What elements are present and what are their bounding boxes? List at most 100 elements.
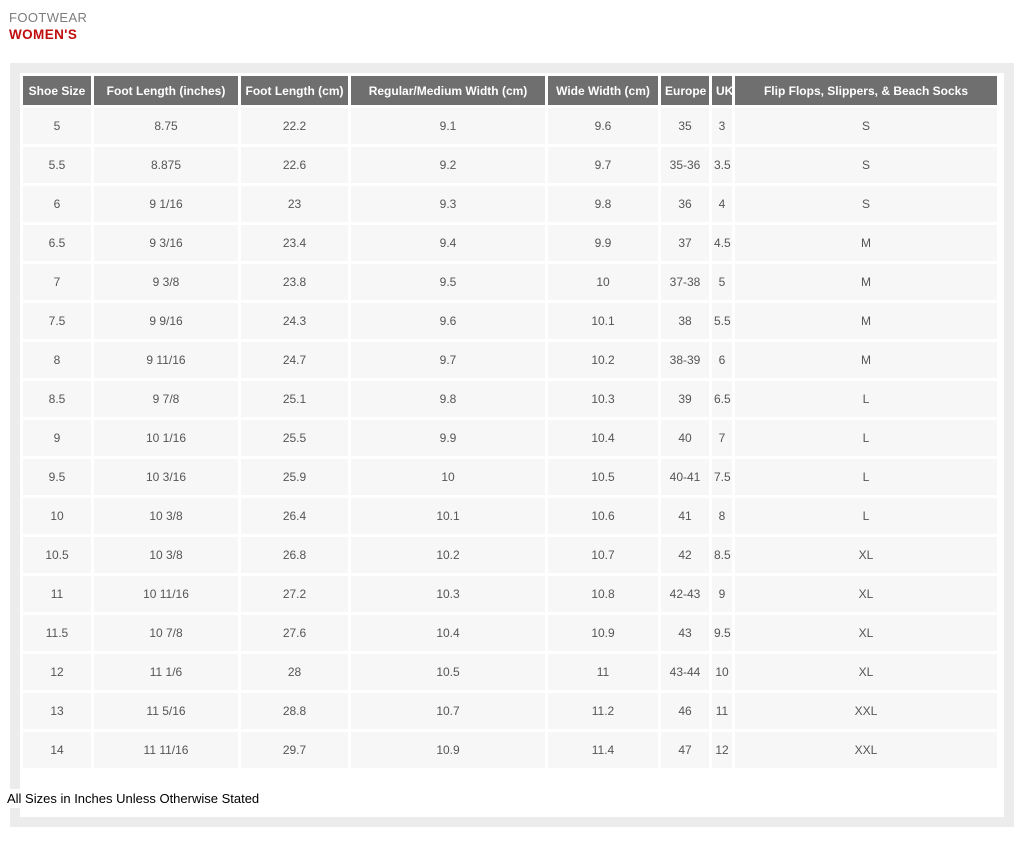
- table-cell: 10 3/8: [94, 498, 238, 534]
- table-row: 13 11 5/16 28.8 10.7 11.2 46 11 XXL: [23, 693, 997, 729]
- table-cell: 10.9: [548, 615, 658, 651]
- table-row: 5.5 8.875 22.6 9.2 9.7 35-36 3.5 S: [23, 147, 997, 183]
- table-cell: 11.4: [548, 732, 658, 768]
- table-cell: 9.7: [548, 147, 658, 183]
- table-cell: 22.6: [241, 147, 348, 183]
- table-cell: 23.8: [241, 264, 348, 300]
- table-cell: 23.4: [241, 225, 348, 261]
- table-cell: 24.7: [241, 342, 348, 378]
- size-chart-body: 5 8.75 22.2 9.1 9.6 35 3 S 5.5 8.875 22.6 9.2 9.7 35-…: [23, 108, 997, 768]
- table-cell: M: [735, 225, 997, 261]
- table-cell: 38: [661, 303, 709, 339]
- table-cell: M: [735, 303, 997, 339]
- table-cell: 10.8: [548, 576, 658, 612]
- table-cell: 28.8: [241, 693, 348, 729]
- table-cell: 10.4: [351, 615, 545, 651]
- table-cell: 11: [548, 654, 658, 690]
- table-cell: 5: [23, 108, 91, 144]
- table-cell: 10.7: [351, 693, 545, 729]
- table-cell: 8.5: [23, 381, 91, 417]
- table-cell: 26.4: [241, 498, 348, 534]
- table-cell: 10: [548, 264, 658, 300]
- table-cell: 10.6: [548, 498, 658, 534]
- table-row: 7.5 9 9/16 24.3 9.6 10.1 38 5.5 M: [23, 303, 997, 339]
- table-cell: 10 3/8: [94, 537, 238, 573]
- table-row: 9.5 10 3/16 25.9 10 10.5 40-41 7.5 L: [23, 459, 997, 495]
- table-cell: 10 3/16: [94, 459, 238, 495]
- table-cell: 12: [712, 732, 732, 768]
- table-cell: XXL: [735, 732, 997, 768]
- table-cell: M: [735, 264, 997, 300]
- table-cell: 42: [661, 537, 709, 573]
- table-cell: 7: [712, 420, 732, 456]
- table-cell: 8.5: [712, 537, 732, 573]
- table-cell: 39: [661, 381, 709, 417]
- table-cell: 10.5: [351, 654, 545, 690]
- table-cell: 10 7/8: [94, 615, 238, 651]
- table-cell: 10: [351, 459, 545, 495]
- table-cell: 6.5: [712, 381, 732, 417]
- table-cell: 3.5: [712, 147, 732, 183]
- table-cell: 9.4: [351, 225, 545, 261]
- table-cell: 24.3: [241, 303, 348, 339]
- column-header: Wide Width (cm): [548, 76, 658, 105]
- table-header-row: Shoe Size Foot Length (inches) Foot Length…: [23, 76, 997, 105]
- table-cell: XL: [735, 576, 997, 612]
- table-cell: 9.6: [548, 108, 658, 144]
- table-cell: 9.2: [351, 147, 545, 183]
- table-cell: 11.5: [23, 615, 91, 651]
- table-cell: 27.6: [241, 615, 348, 651]
- column-header: Foot Length (cm): [241, 76, 348, 105]
- table-cell: 9.6: [351, 303, 545, 339]
- column-header: Europe: [661, 76, 709, 105]
- table-cell: 6: [23, 186, 91, 222]
- table-cell: 14: [23, 732, 91, 768]
- table-cell: 9: [712, 576, 732, 612]
- size-units-footnote: All Sizes in Inches Unless Otherwise Sta…: [7, 789, 268, 808]
- table-cell: 9.7: [351, 342, 545, 378]
- column-header: Regular/Medium Width (cm): [351, 76, 545, 105]
- table-cell: 29.7: [241, 732, 348, 768]
- table-cell: 10.3: [548, 381, 658, 417]
- table-cell: 46: [661, 693, 709, 729]
- table-cell: L: [735, 498, 997, 534]
- table-row: 10.5 10 3/8 26.8 10.2 10.7 42 8.5 XL: [23, 537, 997, 573]
- table-cell: 37-38: [661, 264, 709, 300]
- table-cell: 7.5: [23, 303, 91, 339]
- section-label: WOMEN'S: [9, 26, 78, 42]
- table-cell: 9.5: [351, 264, 545, 300]
- table-cell: 8: [712, 498, 732, 534]
- table-cell: 9.5: [712, 615, 732, 651]
- table-cell: 5: [712, 264, 732, 300]
- table-cell: 9.9: [548, 225, 658, 261]
- table-cell: 9.9: [351, 420, 545, 456]
- table-cell: 26.8: [241, 537, 348, 573]
- page-title-block: FOOTWEAR WOMEN'S: [9, 10, 87, 42]
- table-cell: 5.5: [712, 303, 732, 339]
- table-cell: 13: [23, 693, 91, 729]
- table-cell: 7.5: [712, 459, 732, 495]
- table-cell: 6.5: [23, 225, 91, 261]
- table-cell: 25.1: [241, 381, 348, 417]
- size-chart-header-row: Shoe Size Foot Length (inches) Foot Length…: [23, 76, 997, 105]
- table-cell: S: [735, 186, 997, 222]
- table-cell: 42-43: [661, 576, 709, 612]
- column-header: UK: [712, 76, 732, 105]
- table-cell: XL: [735, 615, 997, 651]
- table-cell: 9 1/16: [94, 186, 238, 222]
- table-cell: 9 7/8: [94, 381, 238, 417]
- table-cell: 11 1/6: [94, 654, 238, 690]
- table-cell: 9.1: [351, 108, 545, 144]
- table-cell: 22.2: [241, 108, 348, 144]
- table-cell: 9.8: [548, 186, 658, 222]
- table-cell: 4.5: [712, 225, 732, 261]
- column-header: Flip Flops, Slippers, & Beach Socks: [735, 76, 997, 105]
- table-cell: 11.2: [548, 693, 658, 729]
- table-cell: 36: [661, 186, 709, 222]
- table-cell: 10.1: [351, 498, 545, 534]
- table-cell: 9 3/8: [94, 264, 238, 300]
- table-cell: 9.8: [351, 381, 545, 417]
